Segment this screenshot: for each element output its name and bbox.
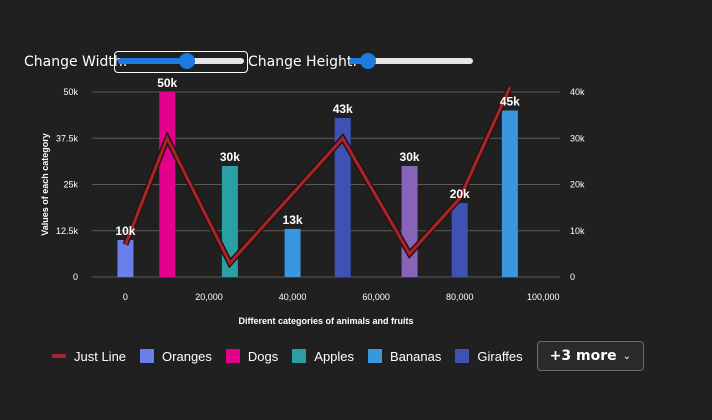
y-tick-label: 50k	[63, 87, 78, 97]
bar-data-label: 10k	[115, 224, 135, 238]
bar	[401, 166, 418, 277]
legend-label: Bananas	[390, 348, 442, 364]
legend-item[interactable]: Dogs	[225, 348, 279, 364]
y-tick-label: 12.5k	[56, 226, 79, 236]
bar	[159, 92, 176, 277]
legend-swatch	[368, 349, 383, 363]
y-tick-label: 0	[73, 272, 78, 282]
legend-item[interactable]: Giraffes	[455, 348, 523, 364]
legend-label: Apples	[314, 348, 355, 364]
y-axis-label: Values of each category	[40, 133, 50, 236]
y-tick-label: 25k	[63, 180, 78, 190]
y2-tick-label: 0	[570, 272, 575, 282]
legend-item[interactable]: Apples	[292, 349, 354, 364]
x-tick-label: 100,000	[527, 292, 560, 302]
change-height-label: Change Height:	[248, 54, 358, 70]
chevron-down-icon: ⌄	[622, 350, 631, 362]
bar	[451, 203, 468, 277]
controls-bar: Change Width: Change Height:	[0, 44, 712, 78]
change-width-slider[interactable]	[114, 51, 248, 73]
more-button-label: +3 more	[549, 348, 617, 364]
x-tick-label: 0	[123, 292, 128, 302]
bar-data-label: 43k	[333, 102, 353, 116]
chart-legend: Just Line Oranges Dogs Apples Bananas Giraffe…	[52, 340, 644, 372]
change-width-label: Change Width:	[24, 54, 128, 70]
slider-thumb[interactable]	[359, 53, 376, 69]
y2-tick-label: 10k	[570, 226, 585, 236]
slider-fill	[118, 58, 187, 64]
y2-tick-label: 20k	[570, 180, 585, 190]
bar-data-label: 30k	[220, 150, 240, 164]
slider-track	[349, 58, 473, 64]
y2-tick-label: 30k	[570, 133, 585, 143]
x-tick-label: 60,000	[362, 292, 390, 302]
legend-item[interactable]: Oranges	[140, 349, 212, 364]
legend-swatch	[225, 349, 240, 363]
legend-swatch	[455, 349, 470, 363]
x-tick-label: 80,000	[446, 292, 474, 302]
legend-label: Giraffes	[477, 348, 523, 364]
legend-swatch	[292, 349, 307, 363]
legend-label: Dogs	[247, 348, 279, 364]
legend-swatch	[52, 354, 66, 358]
bar-data-label: 45k	[500, 95, 520, 109]
x-axis-label: Different categories of animals and frui…	[238, 316, 413, 326]
bar-data-label: 50k	[157, 76, 177, 90]
legend-label: Just Line	[74, 348, 127, 364]
legend-more-button[interactable]: +3 more ⌄	[536, 341, 644, 371]
bar	[334, 117, 351, 278]
y2-tick-label: 40k	[570, 87, 585, 97]
change-height-slider[interactable]	[346, 52, 476, 72]
x-tick-label: 20,000	[195, 292, 223, 302]
bar-data-label: 13k	[283, 213, 303, 227]
bar-data-label: 30k	[400, 150, 420, 164]
x-tick-label: 40,000	[279, 292, 307, 302]
bar-data-label: 20k	[450, 187, 470, 201]
y-tick-label: 37.5k	[56, 133, 79, 143]
legend-label: Oranges	[162, 348, 212, 364]
line-series	[124, 86, 512, 266]
bar	[117, 240, 134, 277]
bar	[501, 110, 518, 277]
slider-thumb[interactable]	[178, 53, 195, 69]
legend-swatch	[140, 349, 155, 363]
legend-item[interactable]: Just Line	[52, 349, 126, 364]
bar	[284, 228, 301, 277]
slider-fill	[349, 58, 368, 64]
legend-item[interactable]: Bananas	[368, 349, 441, 364]
